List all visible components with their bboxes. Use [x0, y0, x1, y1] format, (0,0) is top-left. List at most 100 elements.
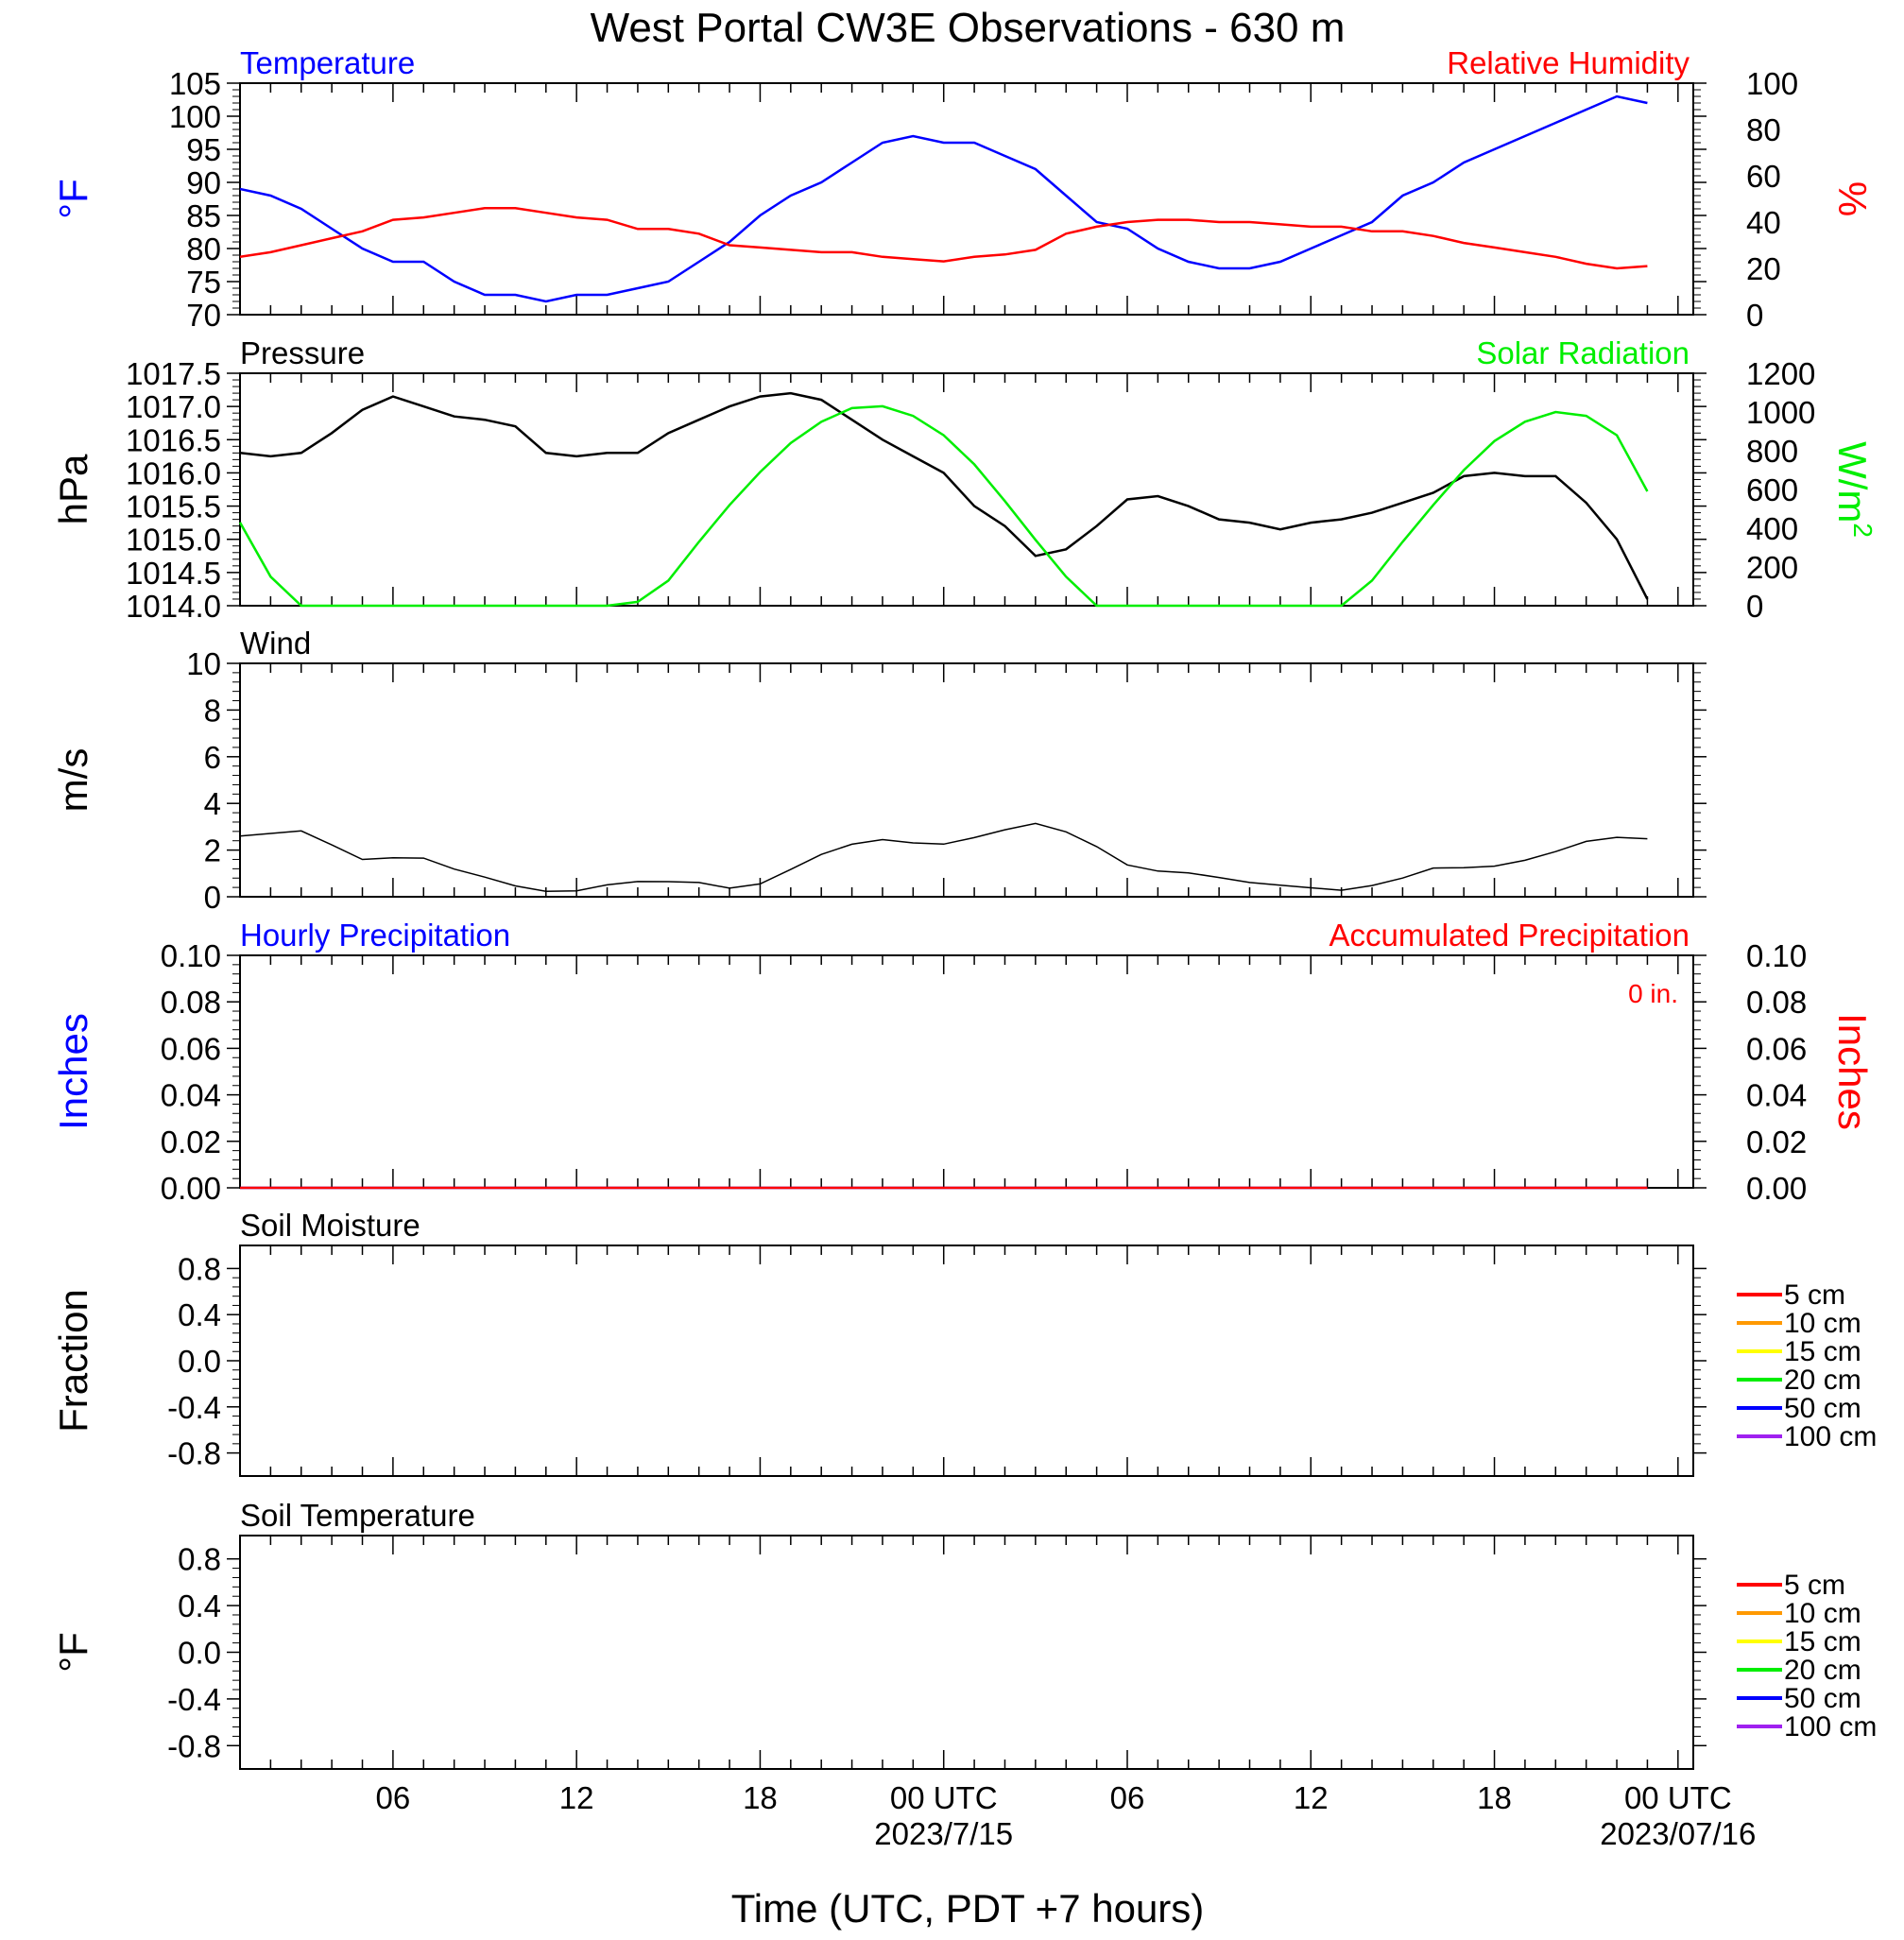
panel-pressure_solar: 1014.01014.51015.01015.51016.01016.51017… — [51, 335, 1878, 624]
chart-panels: 707580859095100105020406080100Temperatur… — [51, 45, 1878, 1851]
panel-title-left: Temperature — [240, 45, 415, 80]
y-right-tick-label: 400 — [1746, 511, 1798, 546]
y-tick-label: -0.4 — [167, 1390, 221, 1425]
series-solar-radiation — [238, 404, 1649, 608]
series-pressure — [239, 391, 1649, 600]
legend-label: 20 cm — [1784, 1655, 1861, 1686]
legend-label: 100 cm — [1784, 1711, 1877, 1743]
panel-frame — [239, 1535, 1694, 1770]
precip-total-annotation: 0 in. — [1628, 979, 1678, 1008]
y-axis-label-left: Fraction — [51, 1289, 95, 1433]
panel-title-left: Pressure — [240, 335, 365, 370]
x-axis-label: Time (UTC, PDT +7 hours) — [731, 1886, 1205, 1931]
series-relative-humidity — [239, 207, 1648, 270]
panel-frame — [239, 1245, 1694, 1477]
y-axis-label-left: °F — [51, 1632, 95, 1672]
legend-label: 5 cm — [1784, 1570, 1845, 1601]
y-tick-label: 1016.0 — [126, 455, 221, 490]
y-tick-label: 0.02 — [161, 1125, 221, 1159]
y-axis-label-right: % — [1830, 181, 1875, 216]
y-tick-label: 8 — [204, 693, 221, 728]
legend-label: 20 cm — [1784, 1365, 1861, 1396]
figure-title: West Portal CW3E Observations - 630 m — [591, 5, 1346, 51]
y-right-tick-label: 0.04 — [1746, 1078, 1807, 1113]
panel-title-right: Relative Humidity — [1447, 45, 1690, 80]
y-tick-label: 2 — [204, 833, 221, 868]
panel-temperature_rh: 707580859095100105020406080100Temperatur… — [51, 45, 1875, 333]
panel-frame — [239, 372, 1694, 607]
y-right-tick-label: 1200 — [1746, 356, 1815, 391]
x-date-label: 2023/7/15 — [874, 1816, 1013, 1851]
y-axis-label-left: hPa — [51, 454, 95, 524]
panel-title-left: Wind — [240, 626, 311, 661]
x-tick-label: 06 — [376, 1780, 411, 1815]
y-axis-label-left: m/s — [51, 748, 95, 813]
y-tick-label: -0.8 — [167, 1728, 221, 1763]
y-tick-label: 0.4 — [178, 1297, 221, 1332]
panel-frame — [239, 954, 1694, 1189]
y-tick-label: 0.10 — [161, 938, 221, 973]
y-right-tick-label: 0 — [1746, 298, 1763, 333]
y-tick-label: 1016.5 — [126, 422, 221, 457]
y-tick-label: 0.4 — [178, 1588, 221, 1623]
y-right-tick-label: 0.08 — [1746, 985, 1807, 1020]
y-tick-label: 0 — [204, 880, 221, 915]
panel-title-right: Solar Radiation — [1476, 335, 1690, 370]
panel-title-left: Hourly Precipitation — [240, 918, 510, 953]
panel-title-left: Soil Moisture — [240, 1208, 420, 1243]
y-tick-label: 0.8 — [178, 1251, 221, 1286]
y-tick-label: 1015.5 — [126, 489, 221, 524]
y-tick-label: 6 — [204, 740, 221, 775]
x-tick-label: 06 — [1110, 1780, 1145, 1815]
y-axis-label-left: °F — [51, 179, 95, 218]
y-tick-label: 95 — [186, 132, 221, 167]
y-tick-label: 0.04 — [161, 1078, 221, 1113]
legend-label: 15 cm — [1784, 1336, 1861, 1367]
series-temperature — [239, 94, 1648, 303]
y-tick-label: 0.00 — [161, 1171, 221, 1206]
y-right-tick-label: 0 — [1746, 589, 1763, 624]
panel-wind: 0 2 4 6 8 10 Wind m/s — [51, 626, 1707, 915]
y-right-tick-label: 600 — [1746, 472, 1798, 507]
y-tick-label: 80 — [186, 232, 221, 266]
y-tick-label: 1014.0 — [126, 589, 221, 624]
x-date-label: 2023/07/16 — [1600, 1816, 1756, 1851]
y-tick-label: 1017.0 — [126, 389, 221, 424]
legend-label: 10 cm — [1784, 1308, 1861, 1339]
panel-frame — [239, 662, 1694, 898]
y-tick-label: 1014.5 — [126, 556, 221, 591]
panel-title-right: Accumulated Precipitation — [1329, 918, 1690, 953]
y-tick-label: 105 — [169, 66, 221, 101]
y-tick-label: 85 — [186, 198, 221, 233]
y-tick-label: 1017.5 — [126, 356, 221, 391]
y-tick-label: 0.0 — [178, 1636, 221, 1671]
y-axis-label-right: Inches — [1830, 1013, 1875, 1130]
legend-label: 10 cm — [1784, 1598, 1861, 1629]
y-right-tick-label: 0.02 — [1746, 1125, 1807, 1159]
x-tick-label: 12 — [1294, 1780, 1329, 1815]
legend-label: 50 cm — [1784, 1393, 1861, 1424]
y-axis-label-right: W/m2 — [1830, 441, 1878, 538]
y-right-tick-label: 0.10 — [1746, 938, 1807, 973]
y-tick-label: 75 — [186, 265, 221, 300]
y-right-tick-label: 80 — [1746, 112, 1781, 147]
y-tick-label: 0.8 — [178, 1542, 221, 1577]
y-tick-label: 0.06 — [161, 1031, 221, 1066]
x-tick-label: 18 — [743, 1780, 778, 1815]
x-tick-label: 12 — [559, 1780, 594, 1815]
y-right-tick-label: 20 — [1746, 251, 1781, 286]
y-right-tick-label: 200 — [1746, 550, 1798, 585]
y-right-tick-label: 60 — [1746, 159, 1781, 194]
y-tick-label: 90 — [186, 165, 221, 200]
x-tick-label: 00 UTC — [1624, 1780, 1732, 1815]
y-axis-label-left: Inches — [51, 1013, 95, 1130]
series-wind — [239, 822, 1648, 893]
y-tick-label: 0.08 — [161, 985, 221, 1020]
legend-label: 5 cm — [1784, 1279, 1845, 1311]
legend-label: 100 cm — [1784, 1421, 1877, 1452]
legend-label: 50 cm — [1784, 1683, 1861, 1714]
y-right-tick-label: 800 — [1746, 434, 1798, 469]
y-tick-label: 4 — [204, 786, 221, 821]
